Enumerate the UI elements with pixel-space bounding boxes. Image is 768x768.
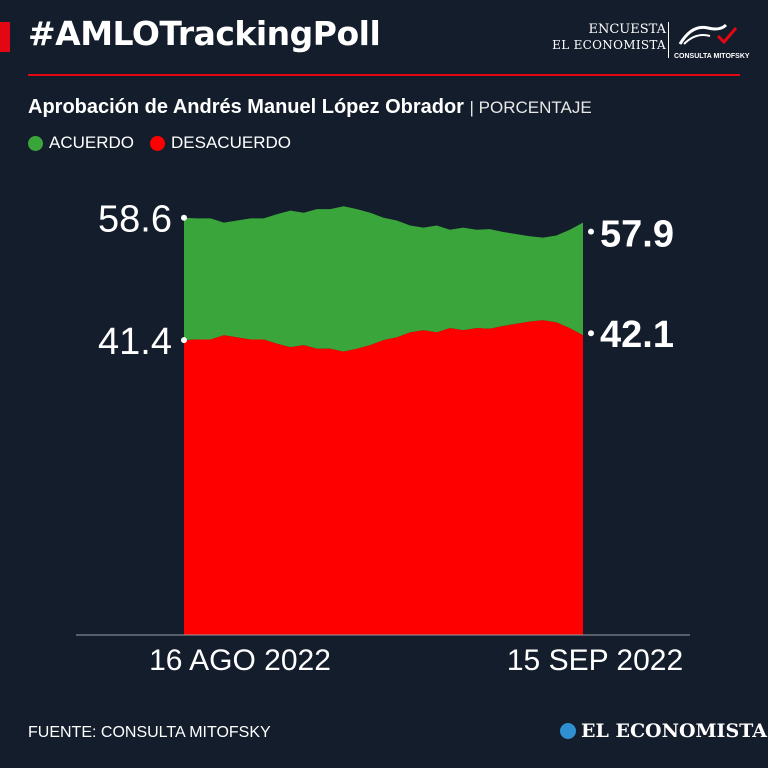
eleconomista-logo-icon — [560, 723, 576, 739]
x-tick-label-start: 16 AGO 2022 — [149, 644, 331, 677]
brand-divider — [668, 22, 669, 58]
footer-brand: EL ECONOMISTA — [560, 720, 767, 742]
end-point-desacuerdo — [588, 330, 594, 337]
brand-eleconomista: EL ECONOMISTA — [552, 38, 666, 52]
start-point-desacuerdo — [181, 337, 187, 344]
subtitle-unit: | PORCENTAJE — [469, 98, 592, 117]
mitofsky-logo-text: CONSULTA MITOFSKY — [674, 53, 750, 60]
footer-brand-label: EL ECONOMISTA — [581, 720, 768, 742]
header-rule — [28, 74, 740, 76]
acuerdo-area — [184, 206, 583, 352]
brand-encuesta: ENCUESTA — [588, 22, 666, 37]
mitofsky-mark-icon — [678, 23, 738, 45]
brand-block: ENCUESTA EL ECONOMISTA CONSULTA MITOFSKY — [548, 22, 750, 60]
legend-label-desacuerdo: DESACUERDO — [171, 133, 291, 152]
desacuerdo-area — [184, 320, 583, 635]
end-point-acuerdo — [588, 228, 594, 235]
start-label-acuerdo: 58.6 — [98, 199, 172, 241]
chart-subtitle: Aprobación de Andrés Manuel López Obrado… — [28, 96, 592, 119]
legend-dot-desacuerdo — [150, 135, 166, 151]
footer-source: FUENTE: CONSULTA MITOFSKY — [28, 724, 271, 741]
subtitle-title: Aprobación de Andrés Manuel López Obrado… — [28, 96, 464, 118]
start-point-acuerdo — [181, 214, 187, 221]
hashtag-title: #AMLOTrackingPoll — [28, 14, 381, 53]
end-label-acuerdo: 57.9 — [600, 214, 674, 256]
start-label-desacuerdo: 41.4 — [98, 321, 172, 363]
x-tick-label-end: 15 SEP 2022 — [507, 644, 683, 677]
legend-label-acuerdo: ACUERDO — [49, 133, 135, 152]
legend-item-acuerdo: ACUERDO — [28, 133, 134, 153]
legend-item-desacuerdo: DESACUERDO — [150, 133, 291, 153]
accent-bar — [0, 22, 10, 52]
mitofsky-logo-icon: CONSULTA MITOFSKY — [674, 22, 750, 60]
legend: ACUERDO DESACUERDO — [28, 133, 307, 153]
legend-dot-acuerdo — [28, 135, 43, 151]
end-label-desacuerdo: 42.1 — [600, 314, 674, 356]
